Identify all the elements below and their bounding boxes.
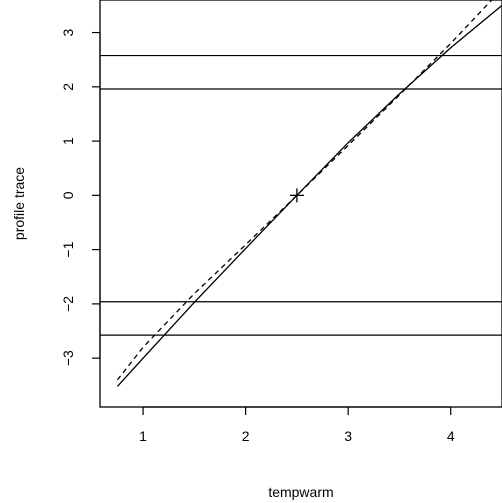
series-lines: [116, 0, 502, 387]
y-tick-label-2: −1: [60, 241, 76, 257]
x-axis-title: tempwarm: [268, 484, 333, 500]
x-axis: 1 2 3 4: [139, 406, 455, 444]
mle-marker: [289, 188, 304, 203]
y-tick-label-5: 2: [60, 83, 76, 91]
y-axis-title: profile trace: [11, 167, 27, 240]
x-tick-label-3: 4: [447, 428, 455, 444]
y-tick-label-0: −3: [60, 350, 76, 366]
x-tick-label-2: 3: [344, 428, 352, 444]
y-tick-label-4: 1: [60, 137, 76, 145]
y-tick-label-6: 3: [60, 28, 76, 36]
x-tick-label-1: 2: [242, 428, 250, 444]
series-line-dashed: [116, 0, 493, 381]
x-tick-label-0: 1: [139, 428, 147, 444]
reference-lines: [100, 54, 502, 336]
plot-frame: [99, 0, 502, 408]
y-tick-label-3: 0: [60, 191, 76, 199]
y-tick-label-1: −2: [60, 296, 76, 312]
y-axis: −3 −2 −1 0 1 2 3: [60, 28, 101, 366]
series-line-solid: [116, 4, 502, 387]
